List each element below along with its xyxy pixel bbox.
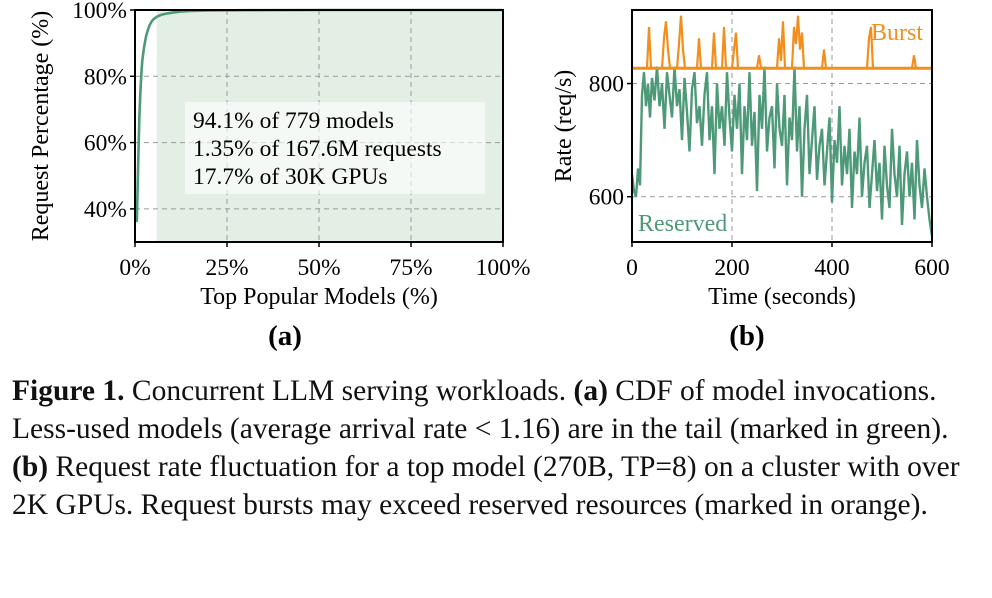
x-tick-label: 0 [626,255,638,281]
panel-b-x-axis-label: Time (seconds) [708,284,856,310]
panel-a-x-axis-label: Top Popular Models (%) [200,284,438,310]
x-tick-label: 75% [389,255,432,281]
panel-a-y-ticks: 40% 60% 80% 100% [72,0,135,223]
x-tick-label: 400 [814,255,849,281]
x-tick-label: 100% [476,255,531,281]
reserved-line [630,66,934,237]
caption-title: Concurrent LLM serving workloads. [124,375,574,407]
panel-b-frame [631,9,933,243]
y-tick-label: 800 [589,72,624,98]
caption-figure-label: Figure 1. [12,375,125,407]
caption-part-a-label: (a) [573,375,608,407]
y-tick-label: 600 [589,185,624,211]
annotation-gpus: 17.7% of 30K GPUs [193,164,388,190]
x-tick-label: 600 [914,255,949,281]
x-tick-label: 25% [205,255,248,281]
annotation-models: 94.1% of 779 models [193,108,394,134]
figure-graphic: 94.1% of 779 models 1.35% of 167.6M requ… [28,0,950,352]
caption-part-b-label: (b) [12,451,49,483]
annotation-box [185,102,485,194]
burst-label: Burst [871,20,923,46]
caption-part-a-text: CDF of model invocations. Less-used mode… [12,375,949,445]
figure-caption: Figure 1. Concurrent LLM serving workloa… [12,372,984,524]
y-tick-label: 100% [72,0,127,24]
panel-b-label: (b) [729,320,764,352]
y-tick-label: 40% [84,197,127,223]
panel-a-x-ticks: 0% 25% 50% 75% 100% [119,242,530,281]
x-tick-label: 50% [297,255,340,281]
panel-a-cdf: 94.1% of 779 models 1.35% of 167.6M requ… [28,0,530,352]
annotation-requests: 1.35% of 167.6M requests [193,136,442,162]
reserved-label: Reserved [638,211,727,237]
x-tick-label: 200 [714,255,749,281]
y-tick-label: 80% [84,64,127,90]
panel-b-y-axis-label: Rate (req/s) [551,70,577,183]
panel-b-grid [632,10,932,242]
panel-a-label: (a) [268,320,302,352]
caption-part-b-text: Request rate fluctuation for a top model… [12,451,960,521]
panel-a-y-axis-label: Request Percentage (%) [28,11,54,242]
x-tick-label: 0% [119,255,150,281]
y-tick-label: 60% [84,131,127,157]
panel-b-x-ticks: 0 200 400 600 [626,242,950,281]
panel-b-y-ticks: 600 800 [589,72,632,211]
panel-b-rate: Burst Reserved 0 200 400 600 600 800 Time (s… [551,9,950,352]
